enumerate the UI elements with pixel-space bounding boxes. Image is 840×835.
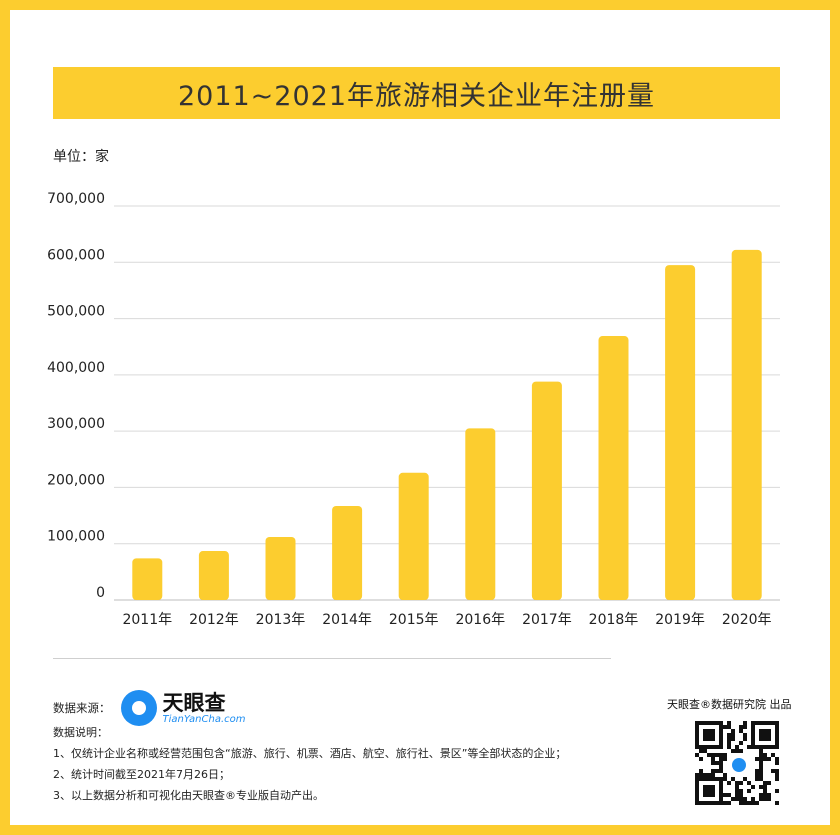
- x-tick-label: 2016年: [455, 612, 505, 628]
- note-item: 2、统计时间截至2021年7月26日；: [53, 768, 230, 781]
- bar: [398, 472, 429, 600]
- brand-logo-block: 天眼查 TianYanCha.com: [120, 690, 246, 726]
- bar: [731, 249, 762, 600]
- note-item: 3、以上数据分析和可视化由天眼查®专业版自动产出。: [53, 789, 324, 802]
- y-tick-label: 700,000: [47, 191, 105, 207]
- chart-title: 2011~2021年旅游相关企业年注册量: [177, 80, 656, 112]
- y-tick-label: 0: [96, 585, 105, 601]
- unit-label: 单位：家: [53, 149, 109, 165]
- notes-title: 数据说明：: [53, 726, 108, 739]
- note-item: 1、仅统计企业名称或经营范围包含“旅游、旅行、机票、酒店、航空、旅行社、景区”等…: [53, 747, 567, 760]
- qr-code-icon: [695, 719, 779, 807]
- y-tick-label: 200,000: [47, 472, 105, 488]
- x-tick-label: 2018年: [589, 612, 639, 628]
- bar: [198, 551, 229, 600]
- x-tick-label: 2015年: [389, 612, 439, 628]
- source-row: 数据来源： 天眼查 TianYanCha.com: [53, 690, 246, 726]
- producer-label: 天眼查®数据研究院 出品: [667, 698, 792, 711]
- source-label: 数据来源：: [53, 701, 111, 715]
- bar: [598, 336, 629, 600]
- brand-url: TianYanCha.com: [162, 713, 246, 725]
- bar: [665, 265, 696, 600]
- brand-name: 天眼查: [162, 690, 226, 715]
- bar: [332, 506, 363, 600]
- x-tick-label: 2019年: [655, 612, 705, 628]
- x-tick-label: 2014年: [322, 612, 372, 628]
- y-tick-label: 600,000: [47, 247, 105, 263]
- bar: [531, 381, 562, 600]
- title-banner: 2011~2021年旅游相关企业年注册量: [53, 67, 780, 119]
- y-tick-label: 400,000: [47, 360, 105, 376]
- bar: [132, 558, 163, 600]
- x-tick-label: 2011年: [122, 612, 172, 628]
- y-tick-label: 100,000: [47, 529, 105, 545]
- footer-divider: [53, 658, 611, 659]
- qr-center-logo-icon: [727, 753, 751, 777]
- bar: [465, 428, 496, 600]
- y-tick-label: 500,000: [47, 304, 105, 320]
- x-tick-label: 2017年: [522, 612, 572, 628]
- tianyancha-logo-icon: [120, 690, 157, 726]
- x-tick-label: 2020年: [722, 612, 772, 628]
- bar-chart: 0 100,000 200,000 300,000 400,000 500,000 600,…: [47, 191, 780, 628]
- bar: [265, 536, 296, 600]
- y-tick-label: 300,000: [47, 416, 105, 432]
- data-notes: 数据说明： 1、仅统计企业名称或经营范围包含“旅游、旅行、机票、酒店、航空、旅行…: [53, 722, 566, 806]
- x-tick-label: 2012年: [189, 612, 239, 628]
- x-tick-label: 2013年: [256, 612, 306, 628]
